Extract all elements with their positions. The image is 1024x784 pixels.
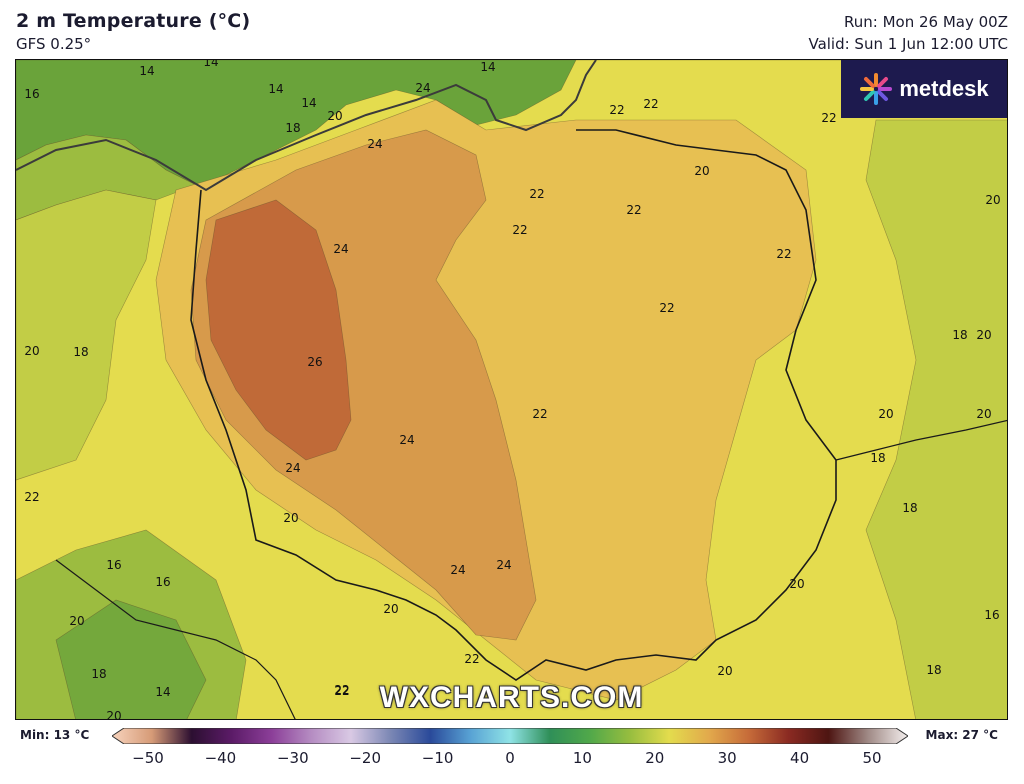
color-scale-tick-label: 20 [645,749,665,767]
isotherm-label: 20 [69,614,85,628]
valid-time-label: Valid: Sun 1 Jun 12:00 UTC [808,35,1008,53]
isotherm-label: 20 [976,328,992,342]
isotherm-label: 20 [878,407,894,421]
color-scale-tick-label: 0 [505,749,515,767]
color-scale-bar [111,727,909,745]
color-scale-tick-label: 30 [717,749,737,767]
poland-border [190,129,837,681]
isotherm-label: 22 [334,683,350,697]
isotherm-label: 24 [333,242,349,256]
isotherm-label: 20 [976,407,992,421]
isotherm-label: 14 [480,60,496,74]
isotherm-label: 18 [73,345,89,359]
legend-min-label: Min: 13 °C [20,728,90,742]
isotherm-label: 22 [334,684,350,698]
color-scale-tick-label: −50 [132,749,164,767]
isotherm-label: 18 [902,501,918,515]
isotherm-label: 24 [415,81,431,95]
color-scale-tick-label: 10 [572,749,592,767]
isotherm-label: 20 [24,344,40,358]
isotherm-label: 24 [285,461,301,475]
isotherm-label: 22 [626,203,642,217]
isotherm-label: 22 [821,111,837,125]
isotherm-label: 22 [532,407,548,421]
isotherm-label: 22 [529,187,545,201]
color-scale-tick-label: −10 [421,749,454,767]
run-label: Run: Mon 26 May 00Z [844,13,1008,31]
isotherm-label: 20 [717,664,733,678]
isotherm-label: 20 [106,709,122,720]
isotherm-label: 16 [24,87,40,101]
isotherm-label: 14 [301,96,317,110]
country-border-west [55,559,296,719]
color-scale-svg [111,727,909,745]
color-scale-tick-label: −20 [349,749,382,767]
metdesk-logo-text: metdesk [899,76,989,101]
model-label: GFS 0.25° [16,35,92,53]
isotherm-label: 22 [24,490,40,504]
isotherm-label: 20 [283,511,299,525]
isotherm-label: 14 [203,59,219,69]
isotherm-label: 22 [659,301,675,315]
isotherm-label: 20 [789,577,805,591]
isotherm-label: 22 [643,97,659,111]
isotherm-label: 24 [496,558,512,572]
isotherm-label: 22 [464,652,480,666]
color-scale-tick-label: 50 [862,749,882,767]
color-scale-fill [111,727,909,745]
isotherm-label: 20 [694,164,710,178]
isotherm-label: 20 [985,193,1001,207]
coastline [16,60,597,192]
map-canvas [16,60,1007,719]
isotherm-label: 22 [512,223,528,237]
isotherm-label: 18 [285,121,301,135]
isotherm-label: 16 [155,575,171,589]
isotherm-label: 18 [91,667,107,681]
chart-title: 2 m Temperature (°C) [16,10,251,32]
color-scale-tick-label: −40 [204,749,237,767]
color-scale-tick-label: 40 [790,749,810,767]
isotherm-label: 22 [776,247,792,261]
isotherm-label: 24 [450,563,466,577]
isotherm-label: 18 [926,663,942,677]
isotherm-label: 20 [327,109,343,123]
isotherm-label: 22 [609,103,625,117]
isotherm-label: 18 [952,328,968,342]
field-18-east [865,119,1007,719]
temperature-map: metdesk WXCHARTS.COM 14 14 14 16 14 18 2… [15,59,1008,720]
isotherm-label: 16 [984,608,1000,622]
metdesk-logo-icon [860,73,893,105]
isotherm-label: 24 [399,433,415,447]
isotherm-label: 26 [307,355,323,369]
isotherm-label: 14 [268,82,284,96]
field-26-hotspot [205,199,352,461]
watermark: WXCHARTS.COM [379,681,644,714]
isotherm-label: 18 [870,451,886,465]
isotherm-label: 24 [367,137,383,151]
legend-max-label: Max: 27 °C [925,728,998,742]
color-scale-tick-label: −30 [276,749,309,767]
metdesk-logo: metdesk [841,60,1007,118]
isotherm-label: 20 [383,602,399,616]
isotherm-label: 14 [139,64,155,78]
country-border-east [835,419,1007,461]
field-14-southwest [55,599,207,719]
field-18-west [16,189,157,481]
isotherm-label: 14 [155,685,171,699]
isotherm-label: 16 [106,558,122,572]
